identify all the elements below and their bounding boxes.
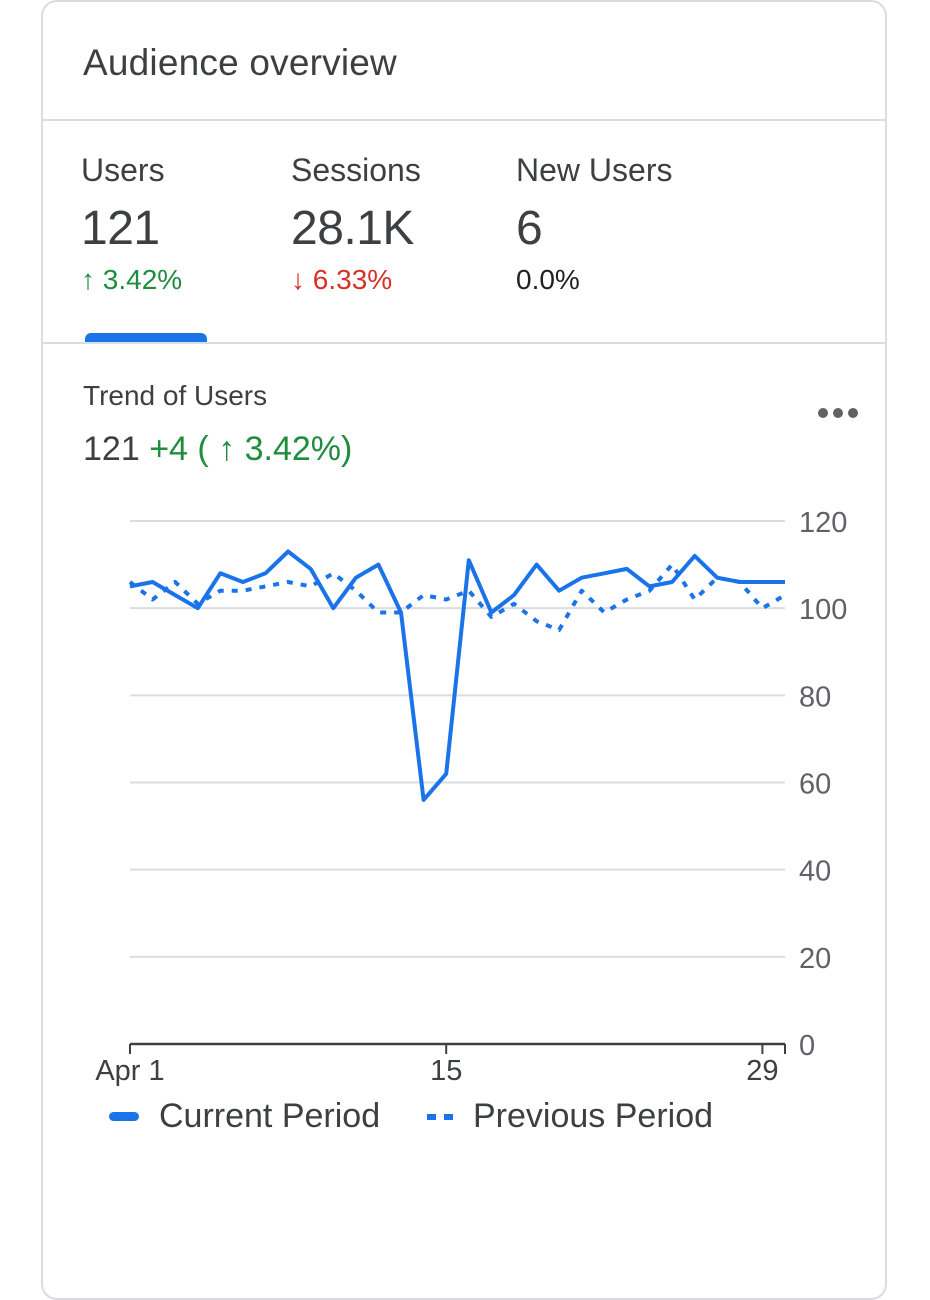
- x-tick-label: Apr 1: [95, 1055, 164, 1087]
- metrics-divider: [43, 342, 885, 344]
- dotted-line-icon: [427, 1113, 453, 1120]
- card-title: Audience overview: [83, 42, 397, 83]
- y-tick-label: 0: [799, 1030, 815, 1062]
- metric-label: Sessions: [291, 152, 421, 188]
- metric-value: 28.1K: [291, 202, 414, 255]
- trend-value: 121: [83, 430, 140, 468]
- current-period-line: [129, 549, 785, 802]
- more-horiz-icon[interactable]: [813, 398, 863, 428]
- metric-delta: 0.0%: [516, 264, 580, 295]
- header-divider: [43, 119, 885, 121]
- legend-current-period[interactable]: Current Period: [109, 1097, 380, 1136]
- metric-new-users[interactable]: New Users 6 0.0%: [516, 152, 672, 296]
- metric-value: 6: [516, 202, 543, 255]
- metric-label: New Users: [516, 152, 673, 188]
- metric-users[interactable]: Users 121 ↑ 3.42%: [81, 152, 182, 296]
- audience-overview-card: Audience overview Users 121 ↑ 3.42% Sess…: [41, 0, 887, 1300]
- metric-delta: ↑ 3.42%: [81, 264, 183, 295]
- x-tick-label: 15: [430, 1055, 462, 1087]
- y-tick-label: 60: [799, 769, 831, 801]
- metric-delta: ↓ 6.33%: [291, 264, 393, 295]
- y-tick-label: 120: [799, 507, 847, 539]
- selected-tab-indicator: [85, 333, 207, 342]
- metric-label: Users: [81, 152, 165, 188]
- metric-sessions[interactable]: Sessions 28.1K ↓ 6.33%: [291, 152, 421, 296]
- metric-value: 121: [81, 202, 160, 255]
- legend-label: Current Period: [159, 1097, 381, 1135]
- y-tick-label: 20: [799, 943, 831, 975]
- trend-title: Trend of Users: [83, 380, 268, 411]
- trend-summary: 121 +4 ( ↑ 3.42%): [83, 430, 352, 469]
- previous-period-line: [128, 562, 787, 632]
- y-tick-label: 40: [799, 856, 831, 888]
- y-tick-label: 80: [799, 681, 831, 713]
- solid-line-icon: [109, 1112, 139, 1121]
- trend-change: +4 ( ↑ 3.42%): [149, 430, 353, 468]
- x-tick-label: 29: [746, 1055, 778, 1087]
- y-tick-label: 100: [799, 594, 847, 626]
- legend-previous-period[interactable]: Previous Period: [427, 1097, 713, 1136]
- legend-label: Previous Period: [473, 1097, 714, 1135]
